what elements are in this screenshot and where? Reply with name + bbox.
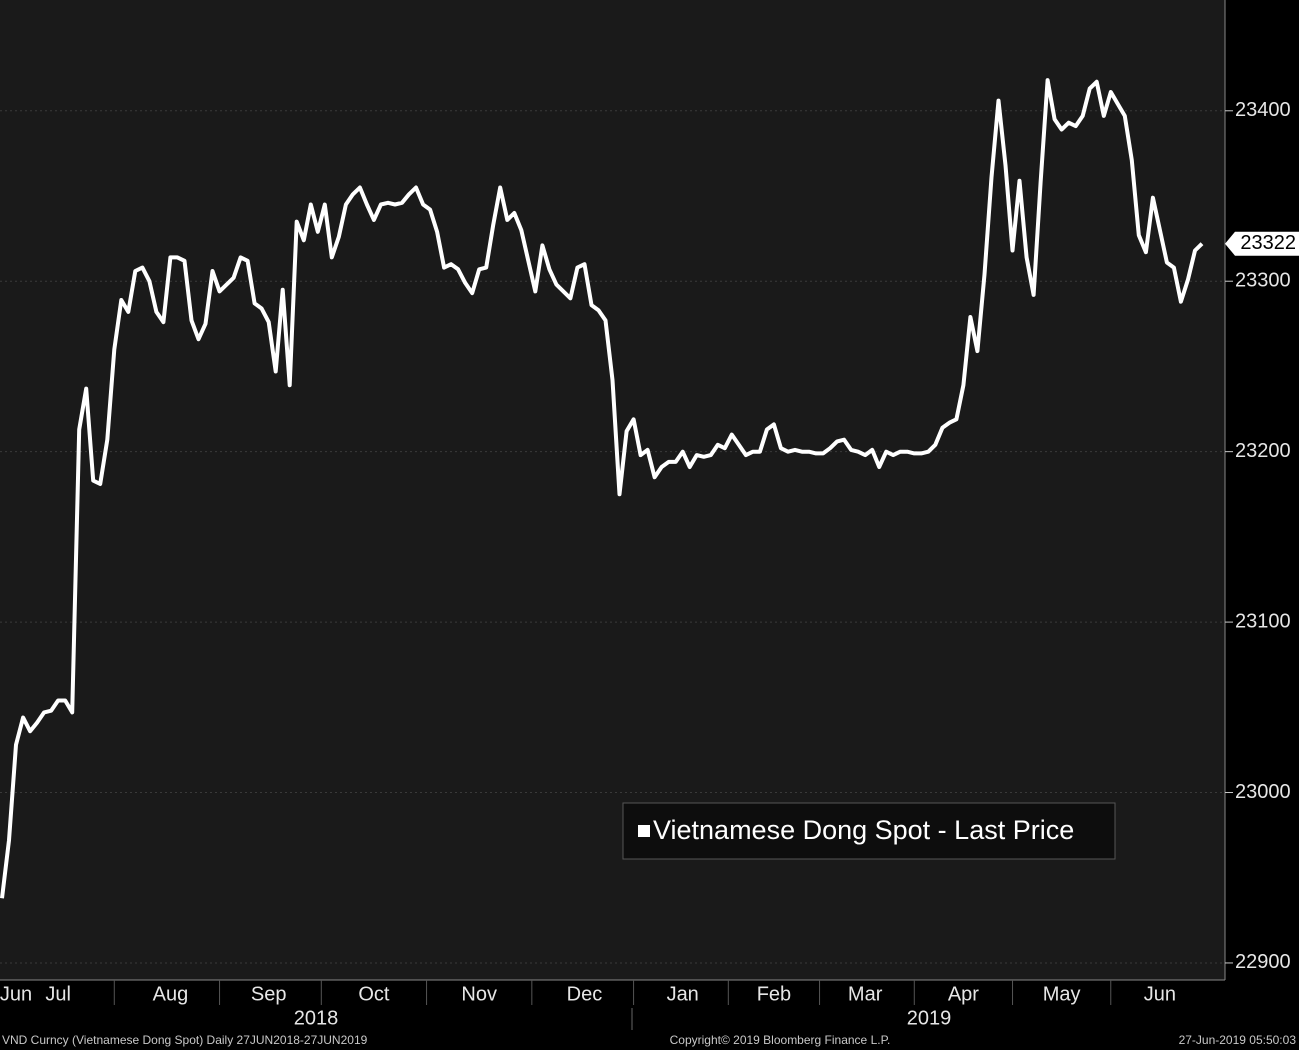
- x-tick-label: Dec: [567, 983, 603, 1005]
- last-price-tag: [1225, 231, 1299, 256]
- legend-swatch: [638, 825, 650, 837]
- x-tick-label: Jun: [0, 983, 32, 1005]
- footer-left: VND Curncy (Vietnamese Dong Spot) Daily …: [2, 1033, 368, 1047]
- x-tick-label: Sep: [251, 983, 287, 1005]
- legend-box: [622, 802, 1116, 860]
- x-tick-label: Apr: [948, 983, 979, 1005]
- year-label: 2018: [294, 1007, 339, 1029]
- last-price-label: 23322: [1240, 232, 1296, 254]
- y-tick-label: 23200: [1235, 440, 1291, 462]
- x-tick-label: Aug: [153, 983, 189, 1005]
- x-tick-label: May: [1043, 983, 1081, 1005]
- footer-right: 27-Jun-2019 05:50:03: [1179, 1033, 1297, 1047]
- x-tick-label: Feb: [757, 983, 791, 1005]
- y-tick-label: 23300: [1235, 269, 1291, 291]
- x-tick-label: Jan: [667, 983, 699, 1005]
- year-label: 2019: [907, 1007, 952, 1029]
- x-tick-label: Jun: [1144, 983, 1176, 1005]
- x-tick-label: Oct: [358, 983, 390, 1005]
- legend-label: Vietnamese Dong Spot - Last Price: [653, 815, 1074, 845]
- y-tick-label: 23400: [1235, 99, 1291, 121]
- y-tick-label: 23100: [1235, 610, 1291, 632]
- x-tick-label: Jul: [45, 983, 71, 1005]
- price-line: [0, 78, 1204, 899]
- x-tick-label: Mar: [848, 983, 883, 1005]
- x-tick-label: Nov: [461, 983, 497, 1005]
- y-tick-label: 23000: [1235, 781, 1291, 803]
- y-tick-label: 22900: [1235, 951, 1291, 973]
- footer-center: Copyright© 2019 Bloomberg Finance L.P.: [670, 1033, 891, 1047]
